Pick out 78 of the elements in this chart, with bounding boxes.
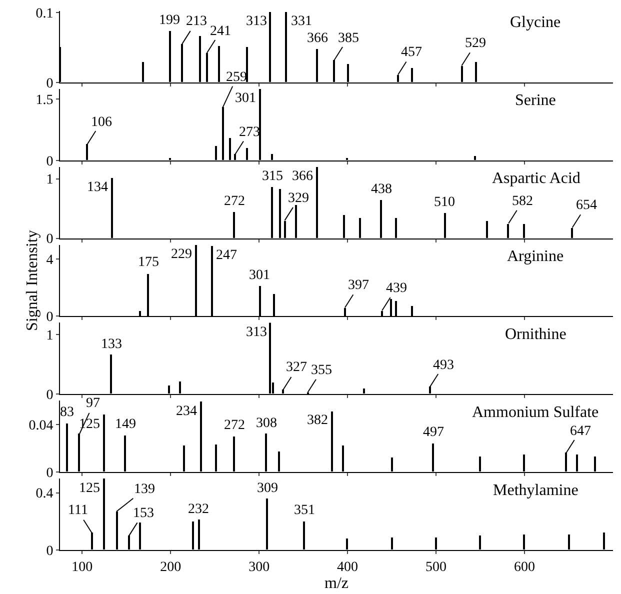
y-tick-label: 1.5 [36,93,54,108]
x-tick-label: 200 [160,560,182,575]
annotation: 234 [176,404,197,419]
y-tick-label: 0 [46,388,54,404]
annotation: 582 [512,194,533,209]
annotation: 232 [188,502,209,517]
annotation: 301 [249,268,270,283]
chart-title: Serine [515,92,556,109]
x-tick-label: 500 [426,560,447,575]
annotation: 529 [465,36,486,51]
y-tick-label: 0 [46,76,54,92]
annotation: 309 [257,481,278,496]
y-tick-label: 1 [46,172,54,188]
y-tick-label: 4 [46,252,54,268]
y-tick-label: 0.04 [28,418,54,434]
annotation: 647 [570,424,591,439]
y-tick-label: 0.1 [36,6,54,22]
annotation: 366 [292,169,313,184]
annotation: 385 [338,31,359,46]
y-tick-label: 1 [46,328,54,344]
annotation: 493 [433,358,454,373]
annotation: 457 [401,45,422,60]
x-tick-label: 300 [248,560,270,575]
y-tick-label: 0.4 [36,486,54,502]
annotation: 199 [159,13,180,28]
x-tick-label: 100 [72,560,93,575]
annotation: 97 [86,396,100,411]
annotation: 259 [226,70,247,85]
annotation: 382 [307,413,328,428]
annotation: 153 [133,506,154,521]
annotation: 439 [386,281,407,296]
annotation: 272 [224,194,245,209]
chart-title: Aspartic Acid [492,170,580,187]
x-tick-label: 600 [514,560,536,575]
annotation: 175 [138,255,159,270]
annotation: 654 [576,198,597,213]
annotation: 308 [256,416,277,431]
annotation: 134 [87,180,108,195]
annotation: 329 [288,191,309,206]
chart-title: Arginine [507,248,564,265]
annotation: 497 [423,425,444,440]
annotation: 438 [371,182,392,197]
y-tick-label: 0 [46,154,54,170]
y-tick-label: 0 [46,544,54,559]
annotation: 247 [216,248,237,263]
annotation: 241 [210,24,231,39]
annotation: 331 [291,14,312,29]
annotation: 125 [79,481,100,496]
chart-title: Glycine [510,14,561,31]
chart-title: Ammonium Sulfate [472,404,599,421]
annotation: 327 [286,360,307,375]
annotation: 301 [235,91,256,106]
annotation: 355 [311,363,332,378]
annotation: 83 [60,405,74,420]
annotation: 397 [348,278,369,293]
annotation: 510 [434,195,455,210]
annotation: 366 [307,31,328,46]
annotation: 273 [239,125,260,140]
annotation: 111 [68,503,88,518]
annotation: 106 [91,115,112,130]
x-tick-label: 400 [337,560,358,575]
x-axis-title: m/z [324,574,348,592]
annotation: 272 [224,418,245,433]
annotation: 315 [262,169,283,184]
annotation: 213 [186,14,207,29]
annotation: 139 [134,482,155,497]
y-axis-title: Signal Intensity [24,230,42,331]
annotation: 229 [171,247,192,262]
y-tick-label: 0 [46,232,54,248]
chart-title: Ornithine [505,326,566,343]
annotation: 313 [246,14,267,29]
annotation: 351 [294,503,315,518]
chart-title: Methylamine [493,482,578,499]
annotation: 133 [101,337,122,352]
y-tick-label: 0 [46,310,54,326]
annotation: 149 [115,417,136,432]
annotation: 313 [246,325,267,340]
y-tick-label: 0 [46,466,54,481]
